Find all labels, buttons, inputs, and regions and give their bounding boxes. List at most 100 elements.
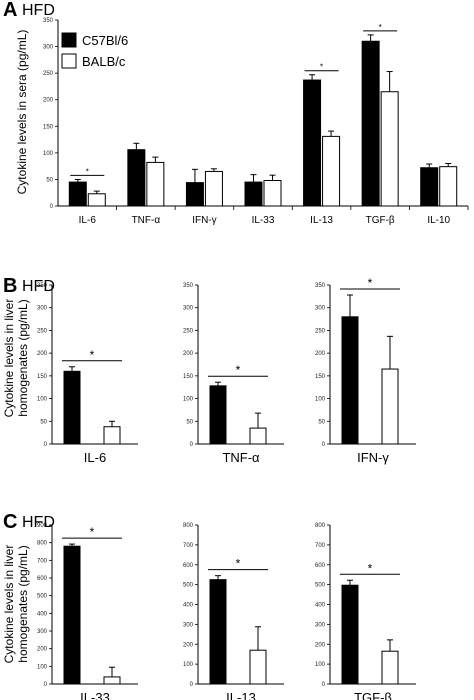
- bar-c57-tnf: [127, 149, 146, 207]
- x-label-tnf: TNF-α: [222, 450, 260, 465]
- bar-balb-il-13: [249, 649, 267, 685]
- panel-a-y-tick-label: 250: [43, 71, 54, 77]
- panel-c-il-33-y-tick-label: 200: [37, 647, 48, 653]
- panel-c-il-13-y-tick-label: 500: [183, 583, 194, 589]
- x-label-il-33: IL-33: [80, 690, 110, 700]
- bar-balb-il-6: [87, 193, 106, 207]
- bar-balb-tnf: [249, 427, 267, 445]
- bar-c57-tgf: [361, 40, 380, 207]
- bar-balb-tnf: [146, 161, 165, 207]
- panel-b-subtitle: HFD: [22, 278, 55, 295]
- x-label-il-6: IL-6: [84, 450, 106, 465]
- panel-c-tgf-y-tick-label: 800: [315, 523, 326, 529]
- panel-b-ifn-y-tick-label: 0: [322, 442, 326, 448]
- panel-b-ifn-y-tick-label: 350: [315, 283, 326, 289]
- panel-b-il-6-y-tick-label: 250: [37, 328, 48, 334]
- panel-b-il-6-y-tick-label: 200: [37, 351, 48, 357]
- panel-c-il-33-y-tick-label: 300: [37, 629, 48, 635]
- panel-c-il-13-y-tick-label: 100: [183, 662, 194, 668]
- panel-b-il-6-y-tick-label: 350: [37, 283, 48, 289]
- panel-c-tgf-y-tick-label: 500: [315, 583, 326, 589]
- significance-star-il-6: *: [86, 167, 89, 176]
- bar-balb-il-6: [103, 426, 121, 445]
- bar-balb-tgf: [380, 91, 399, 207]
- panel-c-il-13-y-tick-label: 300: [183, 622, 194, 628]
- panel-c-tgf-y-tick-label: 200: [315, 642, 326, 648]
- panel-b-il-6-y-tick-label: 150: [37, 374, 48, 380]
- panel-a-y-tick-label: 0: [50, 204, 54, 210]
- panel-b-ifn-y-tick-label: 300: [315, 306, 326, 312]
- panel-b-ifn-y-tick-label: 50: [318, 419, 325, 425]
- significance-star-tgf: *: [368, 561, 373, 575]
- x-label-tgf: TGF-β: [354, 690, 392, 700]
- panel-c-il-33-y-tick-label: 400: [37, 611, 48, 617]
- x-label-ifn: IFN-γ: [192, 215, 216, 226]
- bar-balb-il-33: [103, 676, 121, 685]
- bar-c57-tnf: [209, 385, 227, 445]
- panel-b-ifn-y-tick-label: 200: [315, 351, 326, 357]
- bar-c57-il-13: [303, 79, 322, 207]
- panel-c-tgf-y-tick-label: 600: [315, 563, 326, 569]
- x-label-il-10: IL-10: [427, 215, 450, 226]
- panel-b-ifn-y-tick-label: 250: [315, 328, 326, 334]
- panel-b-tnf-y-tick-label: 200: [183, 351, 194, 357]
- panel-c-il-33-y-tick-label: 800: [37, 541, 48, 547]
- bar-balb-il-10: [439, 166, 458, 207]
- panel-c-il-13-y-tick-label: 400: [183, 603, 194, 609]
- legend-label-balb: BALB/c: [82, 54, 126, 69]
- x-label-il-13: IL-13: [226, 690, 256, 700]
- x-label-tgf: TGF-β: [366, 215, 395, 226]
- panel-b-ifn-y-tick-label: 100: [315, 397, 326, 403]
- x-label-ifn: IFN-γ: [357, 450, 389, 465]
- panel-b-letter: B: [3, 275, 17, 297]
- panel-a-y-tick-label: 150: [43, 124, 54, 130]
- panel-c-ylabel-line2: homogenates (pg/mL): [16, 545, 30, 662]
- x-label-il-6: IL-6: [79, 215, 97, 226]
- significance-star-tnf: *: [236, 363, 241, 377]
- panel-b-tnf-y-tick-label: 350: [183, 283, 194, 289]
- panel-c-il-33-y-tick-label: 900: [37, 523, 48, 529]
- bar-c57-il-33: [244, 181, 263, 207]
- panel-a-ylabel: Cytokine levels in sera (pg/mL): [15, 30, 29, 195]
- panel-a-y-tick-label: 300: [43, 45, 54, 51]
- bar-c57-il-6: [63, 370, 81, 445]
- panel-b-il-6-y-tick-label: 0: [44, 442, 48, 448]
- panel-a-letter: A: [3, 0, 17, 21]
- significance-star-il-13: *: [236, 557, 241, 571]
- panel-c-il-33-y-tick-label: 500: [37, 594, 48, 600]
- panel-b-tnf-y-tick-label: 250: [183, 328, 194, 334]
- panel-c-il-13-y-tick-label: 600: [183, 563, 194, 569]
- panel-c-il-33-y-tick-label: 600: [37, 576, 48, 582]
- panel-a-y-tick-label: 50: [46, 177, 53, 183]
- bar-balb-ifn: [204, 170, 223, 207]
- bar-c57-il-10: [420, 167, 439, 207]
- x-label-il-33: IL-33: [252, 215, 275, 226]
- panel-c-il-13-y-tick-label: 200: [183, 642, 194, 648]
- bar-balb-tgf: [381, 650, 399, 685]
- significance-star-il-33: *: [90, 525, 95, 539]
- panel-c-il-13-y-tick-label: 800: [183, 523, 194, 529]
- panel-c-il-33-y-tick-label: 700: [37, 558, 48, 564]
- panel-c-tgf-y-tick-label: 0: [322, 682, 326, 688]
- panel-b-ylabel-line2: homogenates (pg/mL): [16, 299, 30, 416]
- bar-c57-ifn: [341, 316, 359, 445]
- panel-a-y-tick-label: 350: [43, 18, 54, 24]
- bar-balb-il-33: [263, 179, 282, 207]
- legend-swatch-balb: [61, 53, 77, 69]
- panel-b-ylabel-line1: Cytokine levels in liver: [2, 299, 16, 418]
- legend-label-c57: C57Bl/6: [82, 33, 128, 48]
- bar-c57-tgf: [341, 584, 359, 685]
- panel-b-il-6-y-tick-label: 50: [40, 419, 47, 425]
- panel-b-tnf-y-tick-label: 300: [183, 306, 194, 312]
- panel-a-y-tick-label: 200: [43, 98, 54, 104]
- panel-a-legend: C57Bl/6 BALB/c: [61, 32, 128, 69]
- bar-balb-ifn: [381, 368, 399, 445]
- panel-c-il-33-y-tick-label: 100: [37, 664, 48, 670]
- bar-c57-ifn: [185, 182, 204, 207]
- panel-b-ifn-y-tick-label: 150: [315, 374, 326, 380]
- panel-b-il-6-y-tick-label: 100: [37, 397, 48, 403]
- legend-swatch-c57: [61, 32, 77, 48]
- panel-b-plots: 0 50 100 150 200 250 300 350 * IL-6 0 50 100 150 200 25…: [37, 276, 416, 465]
- x-label-tnf: TNF-α: [132, 215, 161, 226]
